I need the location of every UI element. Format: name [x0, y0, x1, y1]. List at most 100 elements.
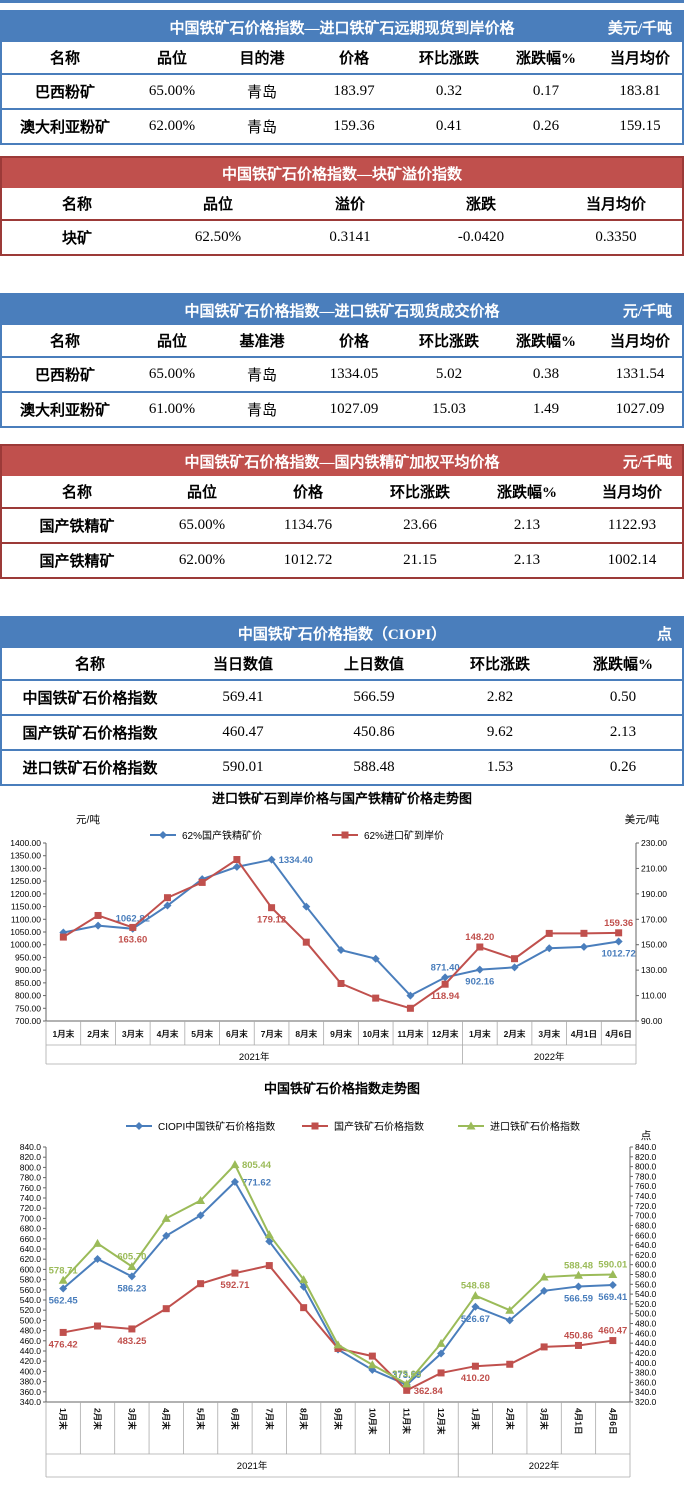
table-row: 澳大利亚粉矿 61.00% 青岛 1027.09 15.03 1.49 1027.09 [2, 391, 684, 426]
data-point [163, 894, 171, 902]
axis-tick-label: 110.00 [641, 991, 667, 1001]
table-title: 中国铁矿石价格指数—进口铁矿石远期现货到岸价格 [169, 20, 515, 37]
table-cell: 巴西粉矿 [34, 368, 95, 384]
table-cell: 澳大利亚粉矿 [2, 391, 128, 426]
axis-tick-label: 600.0 [635, 1260, 657, 1270]
column-header: 涨跌 [416, 188, 546, 221]
data-point [337, 979, 345, 987]
axis-tick-label: 680.0 [635, 1220, 657, 1230]
data-point [471, 1302, 480, 1311]
legend-item: 进口铁矿石价格指数 [458, 1120, 580, 1133]
data-point [372, 994, 380, 1002]
table-cell: 澳大利亚粉矿 [2, 108, 128, 143]
data-point [470, 1291, 480, 1300]
table-cell: 1334.05 [329, 366, 379, 382]
axis-tick-label: 1100.00 [11, 914, 41, 924]
axis-tick-label: 950.00 [15, 952, 41, 962]
table-ciopi-index: 中国铁矿石价格指数（CIOPI） 点 名称 当日数值 上日数值 环比涨跌 涨跌幅% 中国铁… [0, 616, 684, 786]
column-header: 当月均价 [578, 476, 684, 509]
table-cell: 1.49 [498, 391, 594, 426]
table-cell: 460.47 [178, 714, 308, 750]
column-header: 涨跌幅% [476, 476, 578, 509]
point-label: 569.41 [598, 1292, 628, 1303]
axis-tick-label: 800.0 [635, 1162, 657, 1172]
table-cell: 62.00% [152, 542, 252, 577]
header-row: 名称 品位 基准港 价格 环比涨跌 涨跌幅% 当月均价 [2, 325, 684, 358]
axis-tick-label: 640.0 [20, 1244, 42, 1254]
category-label: 8月末 [295, 1029, 317, 1039]
table-unit: 点 [656, 626, 672, 643]
category-label: 3月末 [122, 1029, 144, 1039]
axis-tick-label: 640.0 [635, 1240, 657, 1250]
table-row: 国产铁精矿 62.00% 1012.72 21.15 2.13 1002.14 [2, 542, 684, 577]
axis-tick-label: 360.0 [20, 1387, 42, 1397]
column-header: 名称 [2, 648, 178, 681]
data-point [608, 1281, 617, 1290]
data-point [441, 980, 449, 988]
axis-tick-label: 520.0 [20, 1305, 42, 1315]
data-point [135, 1122, 143, 1130]
column-header: 当月均价 [594, 325, 684, 358]
category-label: 4月1日 [573, 1408, 583, 1434]
data-point [476, 943, 484, 951]
top-divider [0, 0, 684, 3]
price-table: 名称 当日数值 上日数值 环比涨跌 涨跌幅% 中国铁矿石价格指数 569.41 566.59 2… [2, 648, 684, 784]
axis-tick-label: 560.0 [635, 1279, 657, 1289]
data-point [129, 923, 137, 931]
category-label: 4月末 [157, 1029, 179, 1039]
data-point [161, 1213, 171, 1222]
data-point [162, 1305, 170, 1313]
table-cell: 国产铁精矿 [39, 519, 115, 535]
data-point [231, 1269, 239, 1277]
data-point [94, 921, 103, 930]
data-point [233, 856, 241, 864]
axis-tick-label: 340.0 [20, 1397, 42, 1407]
axis-tick-label: 320.0 [635, 1397, 657, 1407]
data-point [59, 933, 67, 941]
table-cell: 183.97 [333, 83, 375, 99]
category-label: 3月末 [538, 1029, 560, 1039]
category-label: 11月末 [402, 1408, 412, 1434]
table-title-bar: 中国铁矿石价格指数（CIOPI） 点 [2, 618, 682, 648]
data-point [196, 1196, 206, 1205]
point-label: 375.63 [392, 1369, 421, 1380]
data-point [302, 902, 311, 911]
chart-import-vs-domestic-trend: 进口铁矿石到岸价格与国产铁精矿价格走势图 元/吨 美元/吨 62%国产铁精矿价 62%进… [0, 787, 684, 1065]
data-point [437, 1369, 445, 1377]
header-row: 名称 品位 目的港 价格 环比涨跌 涨跌幅% 当月均价 [2, 42, 684, 75]
category-label: 5月末 [196, 1408, 206, 1430]
table-title: 中国铁矿石价格指数—进口铁矿石现货成交价格 [184, 303, 500, 320]
data-point [505, 1305, 515, 1314]
axis-tick-label: 840.0 [635, 1142, 657, 1152]
table-cell: 65.00% [148, 83, 196, 99]
table-cell: 青岛 [216, 108, 308, 143]
axis-tick-label: 850.00 [15, 978, 41, 988]
category-label: 10月末 [367, 1408, 377, 1435]
data-point [511, 955, 519, 963]
legend-item: 62%国产铁精矿价 [150, 829, 262, 842]
table-cell: 1134.76 [283, 517, 333, 533]
category-label: 7月末 [261, 1029, 283, 1039]
table-cell: 0.26 [560, 749, 684, 784]
axis-tick-label: 190.00 [641, 889, 667, 899]
table-title-bar: 中国铁矿石价格指数—进口铁矿石远期现货到岸价格 美元/千吨 [2, 12, 682, 42]
axis-tick-label: 800.0 [20, 1162, 42, 1172]
table-row: 块矿 62.50% 0.3141 -0.0420 0.3350 [2, 220, 684, 254]
table-cell: 1027.09 [308, 391, 400, 426]
axis-tick-label: 1200.00 [10, 889, 41, 899]
axis-tick-label: 380.0 [635, 1368, 657, 1378]
axis-tick-label: 400.0 [635, 1358, 657, 1368]
axis-tick-label: 340.0 [635, 1387, 657, 1397]
header-row: 名称 品位 价格 环比涨跌 涨跌幅% 当月均价 [2, 476, 684, 509]
axis-tick-label: 460.0 [20, 1336, 42, 1346]
axis-tick-label: 440.0 [20, 1346, 42, 1356]
axis-tick-label: 420.0 [635, 1348, 657, 1358]
table-cell: 65.00% [178, 517, 226, 533]
axis-tick-label: 720.0 [635, 1201, 657, 1211]
table-cell: 1.53 [440, 749, 560, 784]
data-point [436, 1338, 446, 1347]
point-label: 373.59 [392, 1370, 421, 1381]
data-point [127, 1261, 137, 1270]
axis-tick-label: 90.00 [641, 1016, 663, 1026]
